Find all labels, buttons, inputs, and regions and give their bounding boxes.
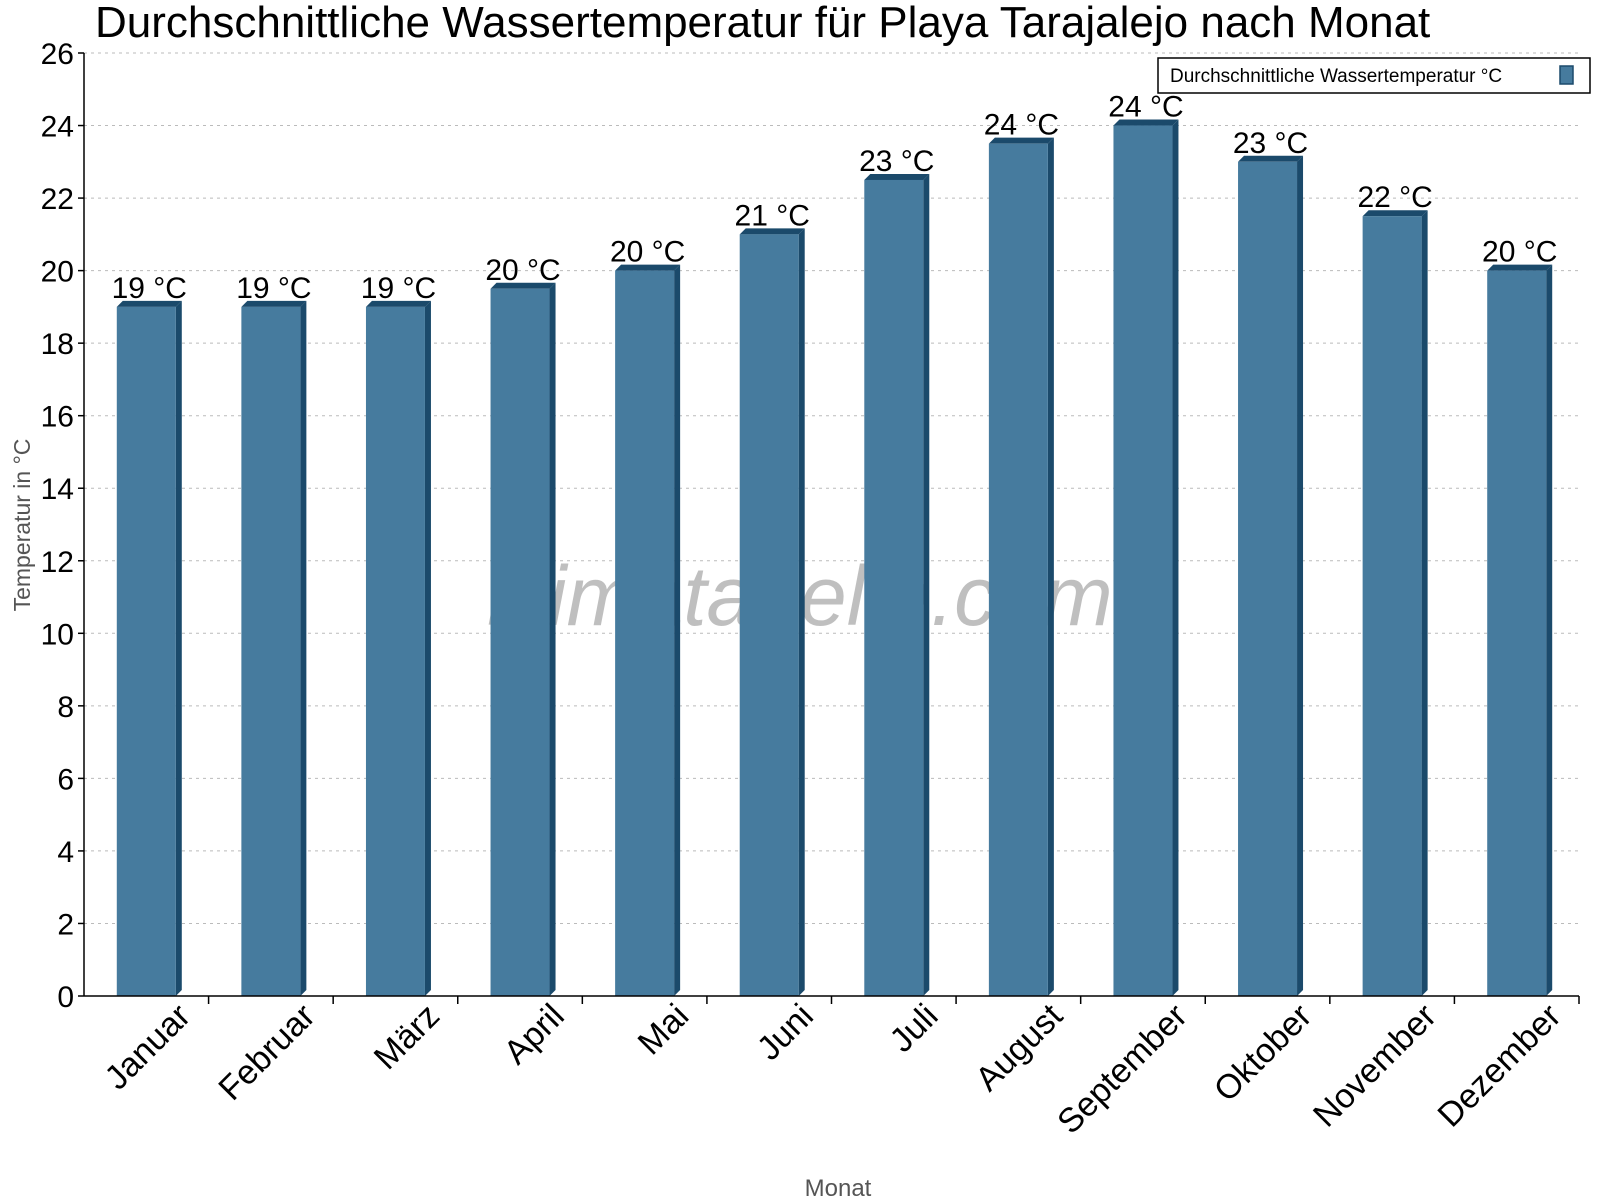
legend: Durchschnittliche Wassertemperatur °C <box>1157 57 1591 94</box>
x-tick-label: September <box>1050 997 1194 1141</box>
y-tick-label: 18 <box>41 328 74 361</box>
y-tick-label: 22 <box>41 183 74 216</box>
y-tick-label: 4 <box>57 836 74 869</box>
data-label: 21 °C <box>735 199 810 232</box>
x-tick-label: November <box>1306 997 1444 1135</box>
bar-top <box>365 300 431 307</box>
x-axis-label: Monat <box>805 1175 872 1200</box>
data-label: 20 °C <box>485 254 560 287</box>
bar-side <box>1172 119 1179 997</box>
bar <box>116 306 176 996</box>
bar-side <box>923 173 930 996</box>
y-tick-label: 24 <box>41 111 74 144</box>
bar-side <box>549 282 556 996</box>
legend-swatch <box>1559 65 1574 85</box>
y-tick-label: 14 <box>41 473 74 506</box>
y-tick-label: 2 <box>57 908 74 941</box>
bar-top <box>241 300 307 307</box>
bar-top <box>1113 119 1179 126</box>
bar <box>1487 270 1547 997</box>
y-tick-label: 8 <box>57 691 74 724</box>
x-tick-label: März <box>367 997 447 1077</box>
bar-side <box>424 300 431 996</box>
bar-side <box>1297 155 1304 997</box>
bar-top <box>1487 264 1553 271</box>
bar-top <box>739 228 805 235</box>
x-tick-label: Juni <box>750 997 821 1068</box>
chart-title: Durchschnittliche Wassertemperatur für P… <box>95 0 1430 47</box>
data-label: 24 °C <box>1108 91 1183 124</box>
legend-label: Durchschnittliche Wassertemperatur °C <box>1170 66 1502 87</box>
bar-top <box>490 282 556 289</box>
x-tick-label: Juli <box>882 997 945 1060</box>
bar <box>739 234 799 996</box>
x-tick-label: Januar <box>98 997 198 1097</box>
bar-side <box>798 228 805 996</box>
y-tick-label: 16 <box>41 401 74 434</box>
bar-side <box>1047 137 1054 996</box>
bar <box>241 306 301 996</box>
y-tick-label: 12 <box>41 546 74 579</box>
x-tick-label: August <box>968 996 1070 1098</box>
x-tick-label: Dezember <box>1431 997 1569 1135</box>
bar <box>864 179 924 996</box>
x-tick-label: April <box>497 997 572 1072</box>
data-label: 24 °C <box>984 109 1059 142</box>
legend-box <box>1157 57 1591 94</box>
bar-top <box>116 300 182 307</box>
data-label: 19 °C <box>361 272 436 305</box>
data-label: 19 °C <box>236 272 311 305</box>
y-tick-label: 10 <box>41 618 74 651</box>
data-label: 20 °C <box>610 236 685 269</box>
bar <box>988 143 1048 996</box>
x-tick-label: Februar <box>211 997 322 1108</box>
bars: 19 °C 19 °C 19 °C 20 °C 20 °C 21 °C 23 °C 24 °C… <box>112 91 1557 997</box>
x-tick-label: Mai <box>631 997 697 1063</box>
bar <box>1113 125 1173 997</box>
bar <box>1362 216 1422 996</box>
bar-side <box>1421 210 1428 996</box>
y-tick-label: 6 <box>57 763 74 796</box>
bar-top <box>1362 210 1428 217</box>
bar-side <box>175 300 182 996</box>
x-tick-label: Oktober <box>1207 997 1319 1109</box>
data-label: 19 °C <box>112 272 187 305</box>
bar-side <box>300 300 307 996</box>
bar-top <box>1238 155 1304 162</box>
y-tick-label: 20 <box>41 256 74 289</box>
bar <box>1238 161 1298 997</box>
data-label: 20 °C <box>1482 236 1557 269</box>
y-tick-label: 0 <box>57 981 74 1014</box>
data-label: 23 °C <box>1233 127 1308 160</box>
bar-top <box>988 137 1054 144</box>
bar-top <box>615 264 681 271</box>
data-label: 23 °C <box>859 145 934 178</box>
data-label: 22 °C <box>1357 181 1432 214</box>
gridlines <box>84 52 1579 924</box>
bar-side <box>1546 264 1553 997</box>
bar <box>615 270 675 997</box>
y-tick-label: 26 <box>41 38 74 71</box>
bar <box>490 288 550 996</box>
y-axis-label: Temperatur in °C <box>9 439 35 612</box>
bar <box>365 306 425 996</box>
bar-top <box>864 173 930 180</box>
bar-side <box>674 264 681 997</box>
